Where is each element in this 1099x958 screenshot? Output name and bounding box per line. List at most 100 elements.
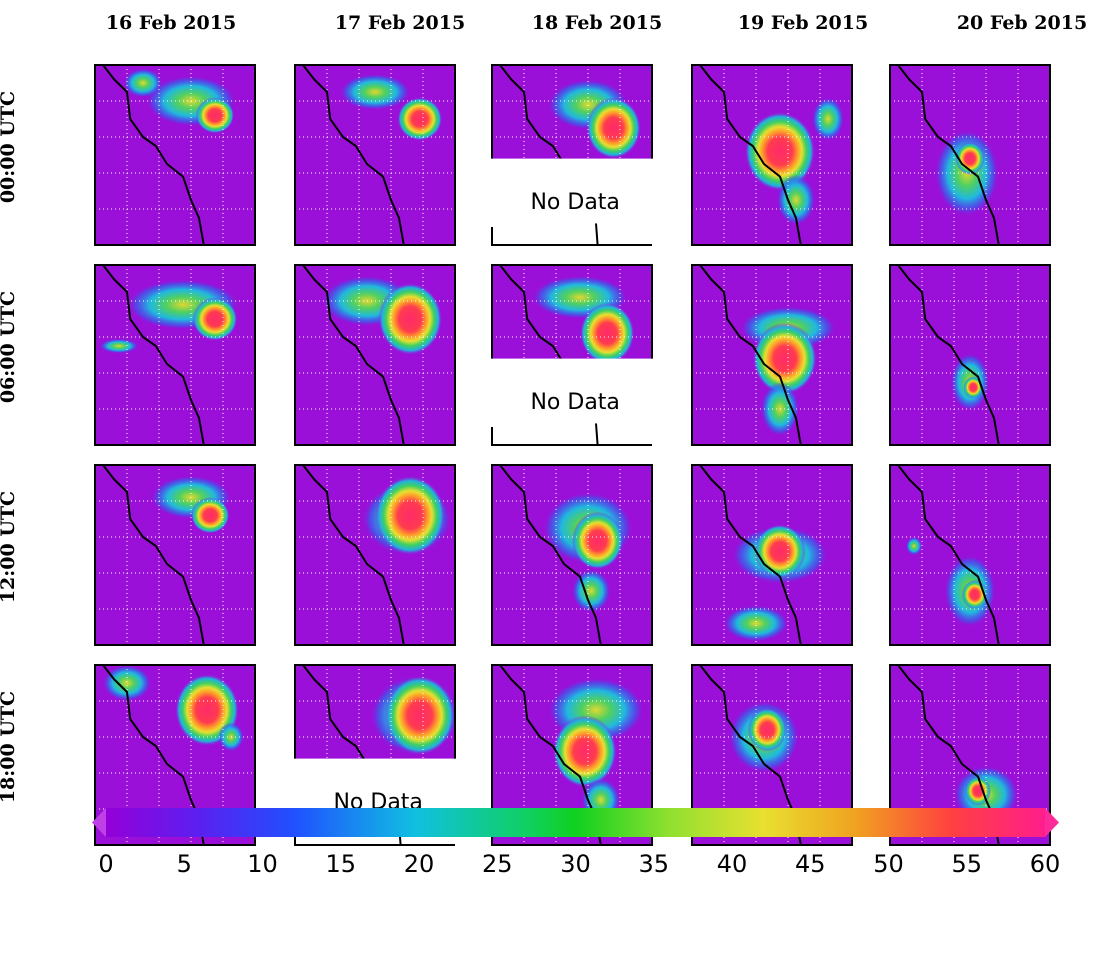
rain-cell bbox=[99, 338, 139, 354]
colorbar-tick-label: 55 bbox=[951, 850, 982, 878]
map-panel: No Data bbox=[491, 264, 653, 446]
coastline bbox=[102, 465, 205, 645]
panel-frame bbox=[889, 664, 1051, 846]
coastline bbox=[102, 665, 205, 845]
panel-frame bbox=[889, 264, 1051, 446]
colorbar-tick-label: 25 bbox=[482, 850, 513, 878]
panel-frame bbox=[94, 64, 256, 246]
colorbar-tick-label: 35 bbox=[638, 850, 669, 878]
rain-cell bbox=[191, 497, 230, 534]
colorbar-tick-label: 45 bbox=[795, 850, 826, 878]
coastline bbox=[897, 665, 1000, 845]
map-panel: No Data bbox=[491, 64, 653, 246]
rain-cell bbox=[375, 475, 446, 555]
map-panel bbox=[94, 464, 256, 646]
map-panel bbox=[889, 264, 1051, 446]
colorbar-tick-label: 50 bbox=[873, 850, 904, 878]
rain-cell bbox=[397, 97, 443, 141]
panel-frame bbox=[889, 64, 1051, 246]
colorbar bbox=[106, 808, 1045, 837]
colorbar-tick-label: 10 bbox=[247, 850, 278, 878]
map-panel bbox=[691, 64, 853, 246]
rain-cell bbox=[724, 605, 788, 642]
map-panel bbox=[691, 264, 853, 446]
panel-frame bbox=[691, 64, 853, 246]
colorbar-tick-label: 0 bbox=[98, 850, 113, 878]
rain-cell bbox=[752, 322, 817, 395]
rain-cell bbox=[748, 708, 787, 752]
rain-cell bbox=[384, 675, 455, 756]
colorbar-tick-label: 5 bbox=[177, 850, 192, 878]
column-header: 16 Feb 2015 bbox=[106, 12, 236, 34]
rain-cell bbox=[754, 524, 806, 579]
panel-content bbox=[95, 265, 255, 445]
rain-cell bbox=[906, 537, 922, 555]
map-panel bbox=[294, 464, 456, 646]
rain-cell bbox=[744, 111, 816, 191]
coastline bbox=[897, 465, 1000, 645]
rain-cell bbox=[963, 376, 983, 399]
row-header: 12:00 UTC bbox=[0, 491, 19, 603]
panel-content bbox=[295, 65, 455, 245]
panel-content bbox=[492, 465, 652, 645]
panel-content bbox=[692, 265, 852, 445]
panel-frame bbox=[691, 464, 853, 646]
panel-content bbox=[295, 265, 455, 445]
panel-frame bbox=[94, 264, 256, 446]
coastline bbox=[102, 65, 205, 245]
rain-cell bbox=[103, 665, 151, 701]
rain-cell bbox=[572, 511, 624, 570]
rain-cell bbox=[195, 97, 235, 134]
colorbar-tick-label: 40 bbox=[717, 850, 748, 878]
panel-content bbox=[692, 65, 852, 245]
coastline bbox=[302, 65, 405, 245]
rain-cell bbox=[339, 74, 411, 110]
coastline bbox=[302, 265, 405, 445]
column-header: 20 Feb 2015 bbox=[957, 12, 1087, 34]
panel-content bbox=[692, 465, 852, 645]
no-data-label: No Data bbox=[530, 190, 619, 215]
rain-cell bbox=[580, 302, 635, 364]
column-header: 17 Feb 2015 bbox=[335, 12, 465, 34]
rain-cell bbox=[123, 68, 163, 98]
panel-content bbox=[492, 265, 652, 445]
coastline bbox=[699, 465, 802, 645]
panel-content bbox=[95, 65, 255, 245]
map-panel bbox=[294, 264, 456, 446]
coastline bbox=[897, 65, 1000, 245]
panel-frame bbox=[94, 464, 256, 646]
coastline bbox=[699, 65, 802, 245]
panel-frame bbox=[294, 264, 456, 446]
panel-frame bbox=[294, 464, 456, 646]
colorbar-under bbox=[92, 808, 106, 837]
panel-frame bbox=[491, 464, 653, 646]
panel-content bbox=[492, 65, 652, 245]
map-panel bbox=[889, 64, 1051, 246]
panel-content bbox=[295, 465, 455, 645]
colorbar-tick-label: 30 bbox=[560, 850, 591, 878]
missing-area bbox=[492, 158, 652, 245]
panel-frame bbox=[94, 664, 256, 846]
row-header: 18:00 UTC bbox=[0, 691, 19, 803]
missing-coast bbox=[595, 423, 599, 445]
map-panel bbox=[889, 464, 1051, 646]
colorbar-tick-label: 20 bbox=[404, 850, 435, 878]
missing-coast bbox=[595, 223, 599, 245]
map-panel bbox=[94, 264, 256, 446]
map-panel bbox=[94, 64, 256, 246]
panel-frame bbox=[294, 64, 456, 246]
rain-cell bbox=[192, 297, 238, 341]
rain-cell bbox=[378, 283, 443, 355]
rain-cell bbox=[552, 715, 617, 788]
rain-cell bbox=[812, 97, 844, 141]
colorbar-over bbox=[1045, 808, 1059, 837]
rain-cell bbox=[586, 97, 641, 159]
coastline bbox=[499, 465, 602, 645]
row-header: 00:00 UTC bbox=[0, 91, 19, 203]
panel-frame bbox=[691, 264, 853, 446]
rain-cell bbox=[955, 142, 985, 175]
missing-area bbox=[492, 358, 652, 445]
map-panel bbox=[691, 464, 853, 646]
map-panel bbox=[294, 64, 456, 246]
panel-content bbox=[890, 65, 1050, 245]
